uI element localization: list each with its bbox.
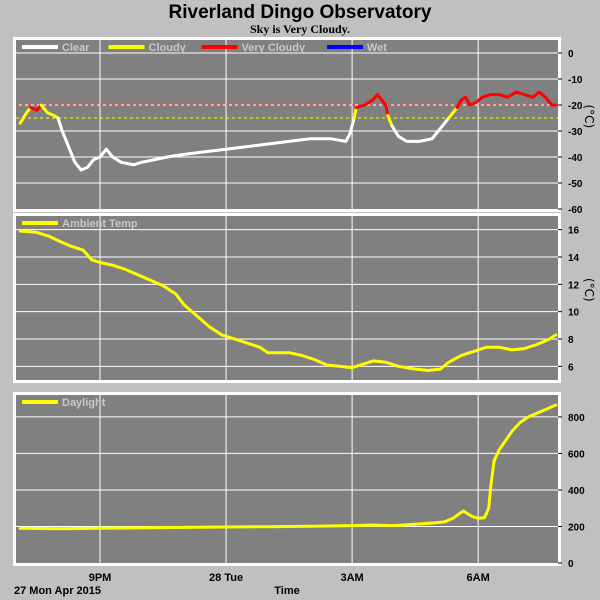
series-line (352, 106, 358, 120)
legend-label: Cloudy (149, 42, 187, 54)
y-tick-label: 16 (568, 226, 580, 237)
y-tick-label: 10 (568, 308, 580, 319)
series-line (455, 90, 558, 110)
y-tick-label: -20 (568, 101, 583, 112)
unit-label: (°C) (582, 278, 596, 302)
series-line (18, 106, 33, 125)
y-tick-label: -40 (568, 153, 583, 164)
y-tick-label: 8 (568, 335, 574, 346)
y-tick-label: 0 (568, 559, 574, 570)
series-line (29, 103, 43, 112)
y-tick-label: 14 (568, 253, 580, 264)
chart-subtitle: Sky is Very Cloudy. (250, 22, 350, 36)
ambient-panel: 16 14 12 10 8 6 (°C) Ambient Temp (13, 213, 596, 383)
y-tick-label: 6 (568, 362, 574, 373)
y-tick-label: -10 (568, 75, 583, 86)
ambient-plot-area (16, 216, 558, 380)
x-tick-label: 9PM (89, 572, 112, 584)
series-line (18, 229, 558, 372)
x-tick-label: 28 Tue (209, 572, 243, 584)
y-tick-label: 12 (568, 280, 580, 291)
sky-plot-area (16, 40, 558, 209)
y-tick-label: 0 (568, 49, 574, 60)
series-line (390, 116, 451, 143)
series-line (18, 403, 558, 531)
y-tick-label: 600 (568, 449, 585, 460)
series-line (386, 113, 394, 128)
x-tick-label: 3AM (341, 572, 364, 584)
y-tick-label: 200 (568, 522, 585, 533)
legend-label: Daylight (62, 397, 106, 409)
legend-label: Clear (62, 42, 90, 54)
y-tick-label: 800 (568, 413, 585, 424)
sky-panel: 0 -10 -20 -30 -40 -50 -60 (°C) Clear Cloudy Very C… (13, 37, 596, 216)
date-label: 27 Mon Apr 2015 (14, 585, 101, 597)
y-tick-label: -50 (568, 179, 583, 190)
y-tick-label: -60 (568, 205, 583, 216)
daylight-plot-area (16, 395, 558, 563)
legend-label: Wet (367, 42, 387, 54)
y-tick-label: -30 (568, 127, 583, 138)
chart-panels: 0 -10 -20 -30 -40 -50 -60 (°C) Clear Cloudy Very C… (13, 37, 596, 584)
y-tick-label: 400 (568, 486, 585, 497)
chart-title: Riverland Dingo Observatory (169, 2, 432, 23)
series-line (39, 103, 60, 120)
series-line (354, 93, 390, 117)
time-axis-label: Time (274, 585, 299, 597)
daylight-panel: 800 600 400 200 0 Daylight (13, 392, 585, 570)
legend-label: Ambient Temp (62, 218, 138, 230)
series-line (56, 116, 356, 172)
x-tick-label: 6AM (467, 572, 490, 584)
unit-label: (°C) (582, 105, 596, 129)
legend-label: Very Cloudy (242, 42, 306, 54)
